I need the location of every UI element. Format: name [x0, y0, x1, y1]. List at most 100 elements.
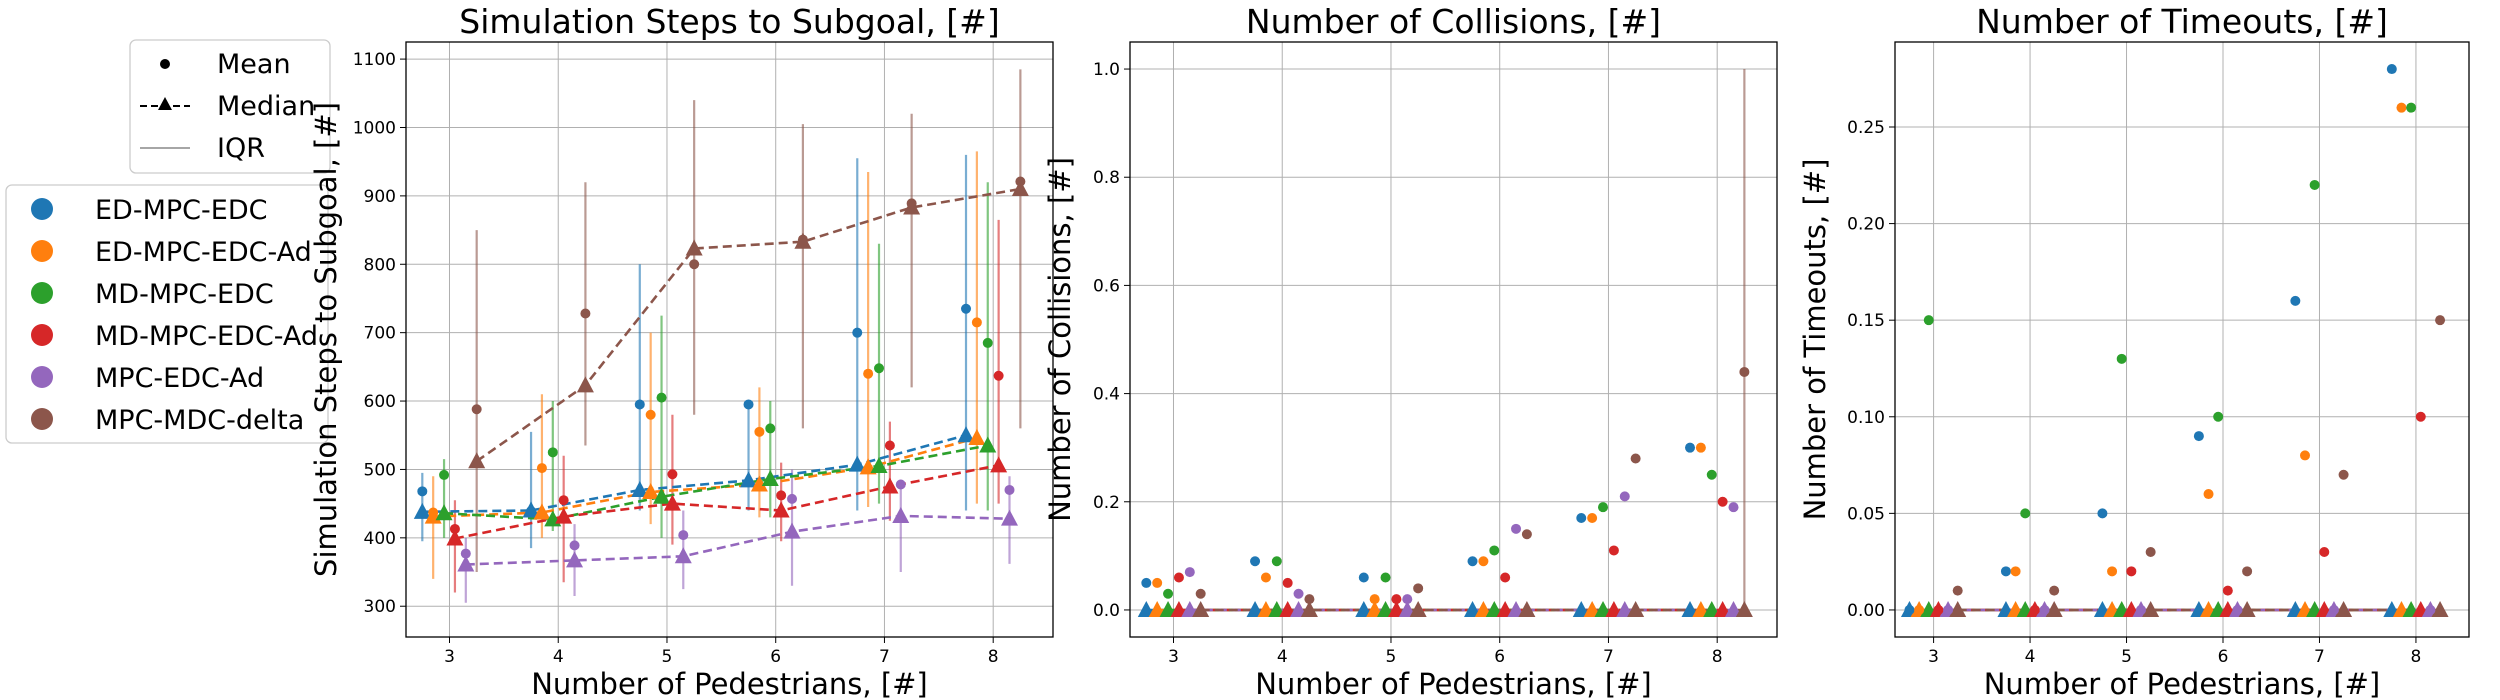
median-marker	[848, 455, 866, 472]
mean-marker	[1260, 572, 1271, 583]
median-marker	[1464, 600, 1482, 617]
median-marker	[413, 502, 431, 519]
mean-marker	[961, 303, 972, 314]
x-tick-label: 3	[1168, 647, 1179, 667]
mean-marker	[471, 404, 482, 415]
mean-marker	[2232, 604, 2243, 615]
mean-marker	[1933, 604, 1944, 615]
y-tick-label: 700	[364, 324, 396, 344]
mean-marker	[787, 493, 798, 504]
mean-marker	[2203, 489, 2214, 500]
median-marker	[1583, 600, 1601, 617]
mean-marker	[558, 495, 569, 506]
median-marker	[1001, 509, 1019, 526]
mean-marker	[982, 337, 993, 348]
median-marker	[1148, 600, 1166, 617]
mean-marker	[1685, 442, 1696, 453]
mean-marker	[1587, 513, 1598, 523]
mean-marker	[1380, 572, 1391, 583]
legend-marker-md-mpc-edc	[31, 282, 53, 304]
median-marker	[1594, 600, 1612, 617]
mean-marker	[1163, 588, 1174, 599]
mean-marker	[1184, 567, 1195, 578]
median-marker	[1681, 600, 1699, 617]
mean-marker	[1293, 588, 1304, 599]
mean-marker	[1943, 604, 1954, 615]
median-marker	[1159, 600, 1177, 617]
median-marker	[457, 555, 475, 572]
median-marker	[685, 239, 703, 256]
mean-marker	[1598, 502, 1609, 513]
mean-marker	[645, 409, 656, 420]
mean-marker	[1467, 556, 1478, 567]
median-marker	[1137, 600, 1155, 617]
mean-marker	[1511, 523, 1522, 534]
mean-marker	[1914, 604, 1925, 615]
mean-marker	[526, 506, 537, 517]
axes-frame	[1894, 41, 2470, 638]
mean-marker	[1195, 588, 1206, 599]
mean-marker	[1282, 577, 1293, 588]
median-marker	[1507, 600, 1525, 617]
y-tick-label: 1.0	[1093, 60, 1120, 80]
mean-marker	[1521, 529, 1532, 540]
mean-marker	[2049, 585, 2060, 596]
median-marker	[435, 504, 453, 521]
mean-marker	[1413, 583, 1424, 594]
y-axis-label: Simulation Steps to Subgoal, [#]	[309, 102, 343, 577]
mean-marker	[1695, 442, 1706, 453]
y-tick-label: 0.2	[1093, 493, 1120, 513]
median-marker	[1290, 600, 1308, 617]
median-marker	[968, 428, 986, 445]
y-tick-label: 500	[364, 460, 396, 480]
median-marker	[631, 480, 649, 497]
median-marker	[1703, 600, 1721, 617]
median-marker	[1366, 600, 1384, 617]
median-marker	[2335, 600, 2353, 617]
mean-marker	[895, 479, 906, 490]
median-marker	[642, 483, 660, 500]
y-tick-label: 800	[364, 255, 396, 275]
median-line	[475, 187, 1021, 463]
mean-marker	[1478, 556, 1489, 567]
median-marker	[1735, 600, 1753, 617]
mean-marker	[1141, 577, 1152, 588]
median-marker	[533, 503, 551, 520]
median-marker	[1377, 600, 1395, 617]
chart-title: Simulation Steps to Subgoal, [#]	[459, 2, 999, 41]
median-marker	[566, 551, 584, 568]
legend-marker-ed-mpc-edc-ad	[31, 240, 53, 262]
mean-marker	[863, 368, 874, 379]
mean-marker	[1500, 572, 1511, 583]
median-line	[465, 514, 1010, 566]
x-tick-label: 8	[988, 647, 999, 667]
median-marker	[2238, 600, 2256, 617]
mean-marker	[2222, 585, 2233, 596]
mean-marker	[2126, 566, 2137, 577]
legend-label-mpc-edc-ad: MPC-EDC-Ad	[95, 363, 264, 394]
median-marker	[1496, 600, 1514, 617]
median-marker	[1485, 600, 1503, 617]
median-marker	[1949, 600, 1967, 617]
mean-marker	[1904, 604, 1915, 615]
x-tick-label: 8	[1712, 647, 1723, 667]
mean-marker	[1728, 502, 1739, 513]
mean-marker	[2020, 508, 2031, 519]
plot-area	[1895, 42, 2469, 637]
y-tick-label: 1100	[353, 50, 396, 70]
legend-marker-ed-mpc-edc	[31, 198, 53, 220]
median-marker	[1355, 600, 1373, 617]
mean-marker	[2386, 64, 2397, 75]
chart-title: Number of Timeouts, [#]	[1976, 2, 2388, 41]
mean-marker	[689, 259, 700, 270]
median-marker	[1627, 600, 1645, 617]
mean-marker	[2136, 604, 2146, 615]
x-tick-label: 4	[2025, 647, 2036, 667]
median-marker	[990, 456, 1008, 473]
x-tick-label: 4	[1277, 647, 1288, 667]
y-tick-label: 600	[364, 392, 396, 412]
median-marker	[1714, 600, 1732, 617]
median-marker	[1725, 600, 1743, 617]
mean-marker	[2213, 411, 2224, 422]
mean-marker	[776, 490, 787, 501]
